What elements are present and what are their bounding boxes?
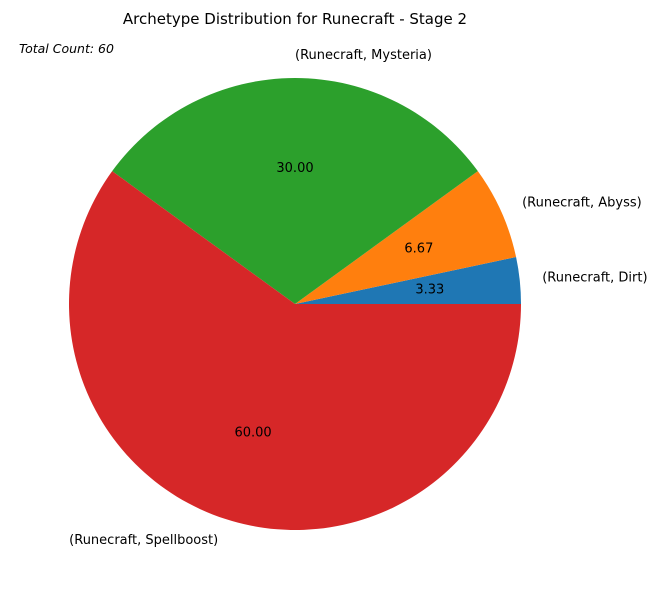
- pie-category-label: (Runecraft, Mysteria): [295, 48, 432, 63]
- chart-title: Archetype Distribution for Runecraft - S…: [123, 10, 467, 28]
- pie-category-label: (Runecraft, Dirt): [542, 271, 647, 286]
- pie-slices: [69, 77, 522, 530]
- pie-slice-runecraft-spellboost: [69, 171, 522, 530]
- pie-value-label: 60.00: [234, 425, 271, 440]
- pie-value-label: 30.00: [276, 161, 313, 176]
- pie-slice-runecraft-abyss: [295, 171, 517, 304]
- pie-category-labels: (Runecraft, Dirt) (Runecraft, Abyss) (Rune…: [69, 48, 647, 548]
- pie-value-label: 6.67: [404, 241, 433, 256]
- pie-slice-runecraft-mysteria: [112, 77, 478, 304]
- pie-category-label: (Runecraft, Spellboost): [69, 533, 218, 548]
- pie-category-label: (Runecraft, Abyss): [522, 195, 642, 210]
- pie-slice-runecraft-dirt: [295, 257, 521, 304]
- pie-value-label: 3.33: [415, 282, 444, 297]
- total-count-annotation: Total Count: 60: [19, 41, 114, 56]
- pie-value-labels: 3.33 6.67 30.00 60.00: [234, 161, 444, 441]
